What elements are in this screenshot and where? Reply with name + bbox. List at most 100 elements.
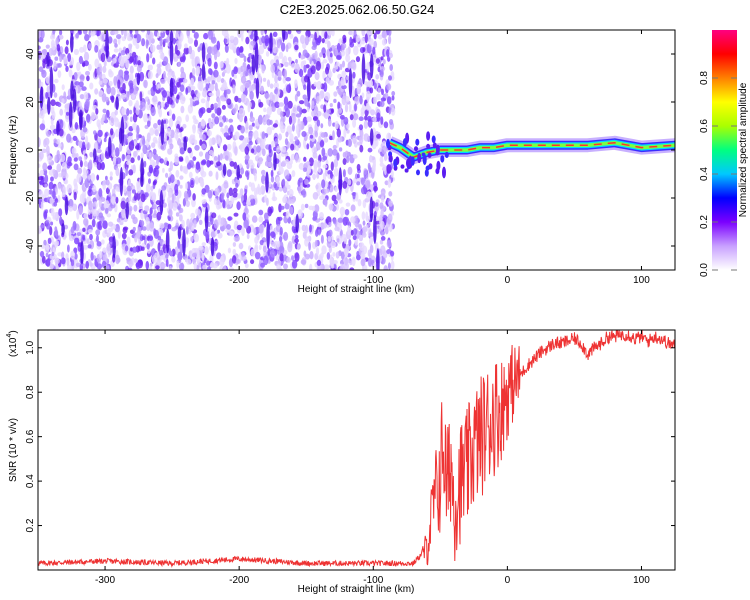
heatmap-cell [248,124,253,131]
heatmap-cell [136,72,141,86]
heatmap-cell [379,239,384,245]
heatmap-cell [134,235,138,243]
heatmap-cell [232,191,238,198]
heatmap-cell [98,212,104,219]
heatmap-cell [353,228,358,236]
heatmap-cell [109,171,113,177]
heatmap-cell [274,74,278,84]
heatmap-cell [294,252,300,262]
heatmap-cell [51,251,55,257]
heatmap-cell [303,156,307,162]
heatmap-cell [265,171,269,193]
heatmap-cell [129,65,134,75]
heatmap-cell [155,73,159,79]
heatmap-cell [98,188,103,197]
heatmap-cell [43,210,48,220]
heatmap-cell [64,196,69,216]
heatmap-cell [61,223,65,236]
heatmap-cell [204,246,209,255]
heatmap-cell [73,191,77,201]
heatmap-cell [182,123,187,129]
heatmap-cell [292,106,297,113]
heatmap-cell [258,45,265,55]
heatmap-cell [50,118,54,126]
heatmap-cell [85,260,89,269]
heatmap-cell [108,136,112,157]
heatmap-cell [266,106,272,116]
heatmap-cell [143,113,148,123]
heatmap-cell [328,229,333,237]
heatmap-cell [156,211,162,221]
heatmap-cell [41,148,47,153]
heatmap-y-tick-label: 40 [25,48,36,60]
heatmap-cell [132,123,138,130]
heatmap-cell [368,252,372,259]
heatmap-cell [219,153,223,161]
heatmap-cell [314,239,318,248]
heatmap-cell [251,215,258,223]
heatmap-cell [82,227,86,232]
heatmap-cell [70,250,75,260]
heatmap-cell [334,226,340,232]
heatmap-cell [186,218,191,227]
heatmap-cell [73,157,78,162]
heatmap-cell [157,119,162,126]
heatmap-cell [278,102,285,107]
heatmap-cell [135,43,140,50]
heatmap-cell [291,235,296,244]
heatmap-cell [70,80,74,101]
heatmap-cell [382,140,386,147]
heatmap-cell [38,59,41,66]
heatmap-cell [250,259,255,265]
heatmap-cell [329,52,333,58]
heatmap-cell [242,71,247,78]
heatmap-cell [68,235,75,242]
heatmap-cell [217,97,221,108]
heatmap-cell [250,40,256,46]
heatmap-cell [141,235,146,241]
heatmap-cell [123,72,130,82]
heatmap-cell [182,165,188,174]
heatmap-cell [298,177,303,183]
signal-track-blob [431,135,436,144]
heatmap-cell [381,30,387,39]
heatmap-cell [169,143,174,150]
heatmap-cell [216,200,220,206]
heatmap-cell [152,136,158,143]
heatmap-cell [83,218,89,226]
heatmap-cell [211,212,217,219]
heatmap-cell [91,218,96,228]
heatmap-cell [68,101,73,128]
heatmap-cell [41,69,47,78]
heatmap-cell [145,38,149,49]
heatmap-cell [311,100,315,110]
colorbar-label: Normalized spectral amplitude [738,82,749,217]
heatmap-cell [82,234,86,241]
heatmap-cell [201,90,206,97]
heatmap-cell [40,224,45,229]
heatmap-cell [114,109,118,116]
heatmap-cell [226,224,232,230]
heatmap-cell [206,159,211,168]
heatmap-cell [355,34,361,43]
heatmap-y-tick-label: 20 [25,96,36,108]
heatmap-cell [338,38,343,45]
heatmap-cell [40,109,45,120]
heatmap-cell [177,251,183,261]
heatmap-cell [110,128,114,136]
heatmap-cell [196,92,201,98]
heatmap-cell [207,117,212,124]
heatmap-cell [65,39,69,46]
heatmap-cell [57,102,62,108]
heatmap-cell [219,122,223,128]
heatmap-cell [130,139,134,146]
signal-track-blob [436,160,441,171]
heatmap-cell [168,97,173,105]
heatmap-cell [179,207,184,214]
heatmap-cell [391,95,395,101]
heatmap-cell [263,107,267,113]
snr-y-tick-label: 1.0 [25,340,36,354]
heatmap-cell [369,128,374,146]
heatmap-cell [38,55,41,60]
heatmap-cell [205,99,210,110]
